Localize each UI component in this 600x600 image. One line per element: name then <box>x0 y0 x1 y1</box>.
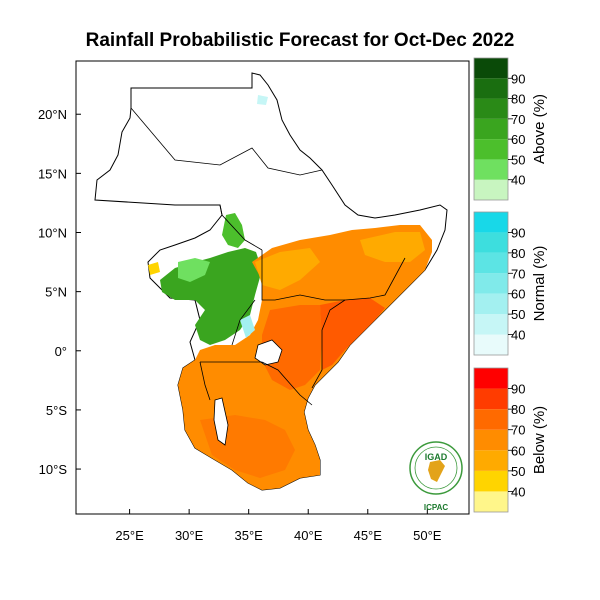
legend-level-label: 40 <box>511 328 525 343</box>
longitude-axis: 25°E 30°E 35°E 40°E 45°E 50°E <box>115 509 442 543</box>
lake-victoria <box>254 339 283 366</box>
legend-swatch <box>474 179 508 200</box>
legend-below: 40 50 60 70 80 90 Below (%) <box>473 367 548 513</box>
lon-tick-label: 40°E <box>294 528 323 543</box>
legend-level-label: 80 <box>511 92 525 107</box>
normal-region-patch-north <box>257 95 268 105</box>
legend-level-label: 40 <box>511 173 525 188</box>
legend-level-label: 50 <box>511 464 525 479</box>
icpac-logo: IGAD ICPAC <box>409 441 463 512</box>
lat-tick-label: 0° <box>55 344 67 359</box>
legend-level-label: 60 <box>511 132 525 147</box>
lon-tick-label: 25°E <box>115 528 144 543</box>
lon-tick-label: 35°E <box>235 528 264 543</box>
legend-level-label: 40 <box>511 484 525 499</box>
legend-swatch <box>474 409 508 430</box>
lat-tick-label: 10°N <box>38 226 67 241</box>
lake-tanganyika <box>213 397 229 446</box>
legend-level-label: 80 <box>511 402 525 417</box>
legend-level-label: 90 <box>511 225 525 240</box>
legend-level-label: 90 <box>511 71 525 86</box>
below-normal-region-high <box>320 298 385 370</box>
legend-swatch <box>474 212 508 233</box>
lat-tick-label: 15°N <box>38 166 67 181</box>
legend-level-label: 50 <box>511 307 525 322</box>
legend-title: Below (%) <box>531 406 548 474</box>
legend-normal: 40 50 60 70 80 90 Normal (%) <box>473 211 548 356</box>
normal-region-patch <box>240 315 255 338</box>
legend-swatch <box>474 429 508 451</box>
legend-swatch <box>474 98 508 119</box>
legend-level-label: 60 <box>511 443 525 458</box>
legend-level-label: 50 <box>511 152 525 167</box>
legend-swatch <box>474 139 508 160</box>
legend-swatch <box>474 470 508 492</box>
latitude-axis: 20°N 15°N 10°N 5°N 0° 5°S 10°S <box>38 107 81 477</box>
lat-tick-label: 5°S <box>46 403 67 418</box>
below-normal-patch-west <box>148 262 160 275</box>
logo-inner-ring <box>414 446 458 490</box>
country-borders <box>130 107 406 406</box>
logo-bottom-text: ICPAC <box>424 503 449 512</box>
below-normal-region-light-east <box>360 232 425 262</box>
legend-swatch <box>474 78 508 99</box>
lon-tick-label: 45°E <box>354 528 383 543</box>
legend-box <box>473 211 509 356</box>
lat-tick-label: 20°N <box>38 107 67 122</box>
legend-swatch <box>474 118 508 140</box>
map-content <box>94 72 448 491</box>
lon-tick-label: 30°E <box>175 528 204 543</box>
legend-swatch <box>474 334 508 355</box>
legend-swatch <box>474 491 508 512</box>
legend-swatch <box>474 58 508 79</box>
legend-title: Normal (%) <box>531 246 548 322</box>
legend-title: Above (%) <box>531 94 548 164</box>
legend-level-label: 70 <box>511 266 525 281</box>
legend-swatch <box>474 232 508 253</box>
logo-top-text: IGAD <box>425 452 448 462</box>
legend-swatch <box>474 314 508 335</box>
legend-swatch <box>474 252 508 274</box>
lat-tick-label: 10°S <box>39 462 68 477</box>
legend-swatch <box>474 368 508 389</box>
legend-swatch <box>474 159 508 180</box>
lat-tick-label: 5°N <box>45 285 67 300</box>
legend-level-label: 80 <box>511 246 525 261</box>
legend-level-label: 70 <box>511 112 525 127</box>
legend-box <box>473 367 509 513</box>
legend-level-label: 90 <box>511 382 525 397</box>
legend-swatch <box>474 388 508 410</box>
legend-swatch <box>474 273 508 294</box>
lon-tick-label: 50°E <box>413 528 442 543</box>
logo-africa-shape <box>428 460 445 482</box>
map-title: Rainfall Probabilistic Forecast for Oct-… <box>85 30 515 51</box>
legend-box <box>473 57 509 201</box>
legend-level-label: 60 <box>511 287 525 302</box>
below-normal-region-mid <box>262 305 322 390</box>
legend-swatch <box>474 293 508 315</box>
legend-above: 40 50 60 70 80 90 Above (%) <box>473 57 548 201</box>
below-normal-region-light <box>255 248 320 290</box>
above-normal-region-light <box>178 258 210 282</box>
legend-swatch <box>474 450 508 471</box>
legend-level-label: 70 <box>511 423 525 438</box>
